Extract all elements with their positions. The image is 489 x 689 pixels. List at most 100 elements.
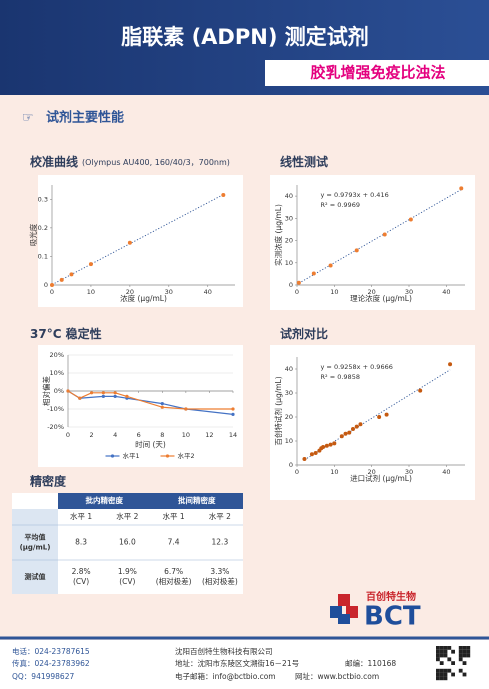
subtitle-strip	[265, 60, 489, 86]
legend-label: 水平2	[178, 451, 195, 460]
y-tick-label: 0	[289, 461, 293, 469]
qr-cell	[436, 672, 440, 677]
y-tick-label: 30	[285, 214, 293, 222]
qr-cell	[436, 646, 440, 650]
x-tick-label: 2	[90, 431, 94, 439]
chart-subtitle: (Olympus AU400, 160/40/3，700nm)	[82, 158, 230, 167]
qr-cell	[451, 672, 455, 677]
point	[339, 434, 344, 439]
x-axis-label: 理论浓度 (μg/mL)	[350, 293, 412, 303]
table-cell: 1.9%	[118, 567, 137, 576]
qr-cell	[447, 657, 452, 662]
y-tick-label: -20%	[47, 423, 64, 431]
legend-marker	[110, 454, 115, 458]
x-axis-label: 浓度 (μg/mL)	[120, 293, 167, 303]
legend-marker	[165, 454, 170, 458]
qr-cell	[462, 646, 467, 650]
table-level: 水平 2	[209, 511, 231, 521]
point	[343, 431, 348, 436]
qr-cell	[466, 649, 471, 654]
point	[354, 424, 359, 429]
table-group: 批内精密度	[86, 495, 124, 505]
point	[351, 427, 355, 431]
qr-cell	[436, 653, 440, 658]
y-tick-label: 20	[285, 413, 293, 421]
table-level: 水平 1	[163, 511, 185, 521]
qr-cell	[458, 668, 463, 673]
x-tick-label: 40	[442, 468, 450, 476]
qr-cell	[447, 668, 452, 673]
point	[125, 394, 129, 398]
point	[321, 445, 326, 449]
chart-panel	[270, 175, 475, 310]
point	[127, 240, 132, 245]
qr-cell	[443, 646, 448, 650]
point	[382, 232, 387, 237]
x-tick-label: 30	[405, 288, 413, 296]
point	[113, 394, 117, 398]
point	[377, 415, 382, 419]
y-axis-label: 吸光度	[28, 223, 38, 246]
qr-cell	[462, 661, 467, 665]
x-axis-label: 时间 (天)	[135, 439, 166, 449]
point	[384, 412, 389, 417]
y-tick-label: 40	[285, 192, 293, 200]
chart-title-text: 37°C 稳定性	[30, 326, 102, 341]
point	[231, 407, 235, 411]
y-axis-label: 相对偏差	[41, 376, 51, 406]
point	[66, 389, 70, 393]
table-head	[58, 493, 243, 509]
qr-cell	[443, 649, 448, 654]
point	[328, 263, 333, 268]
y-tick-label: 0	[44, 281, 48, 289]
y-tick-label: -10%	[47, 405, 64, 413]
qr-cell	[439, 646, 444, 650]
y-tick-label: 10	[285, 437, 293, 445]
x-tick-label: 6	[137, 431, 141, 439]
point	[59, 277, 64, 282]
qr-cell	[439, 661, 444, 665]
point	[302, 457, 307, 461]
table-cell: (CV)	[119, 577, 135, 586]
y-tick-label: 30	[285, 389, 293, 397]
y-tick-label: 20	[285, 237, 293, 245]
qr-cell	[462, 649, 467, 654]
qr-cell	[443, 653, 448, 658]
x-tick-label: 10	[87, 288, 95, 296]
section-icon: ☞	[22, 111, 34, 126]
footer: 电话：024-23787615 传真：024-23783962 QQ：94199…	[12, 646, 396, 681]
table-cell: (CV)	[73, 577, 89, 586]
chart-title: 试剂对比	[280, 326, 328, 341]
y-tick-label: 40	[285, 365, 293, 373]
y-tick-label: 20%	[50, 351, 64, 359]
table-cell: (相对极差)	[156, 576, 192, 586]
point	[309, 452, 314, 457]
table-cell: 16.0	[119, 538, 136, 547]
qr-cell	[439, 672, 444, 677]
point	[160, 405, 164, 409]
point	[347, 430, 352, 435]
row-label: 平均值	[25, 533, 46, 542]
trendline	[298, 189, 462, 284]
chart-panel	[270, 345, 475, 500]
point	[296, 280, 301, 285]
company: 沈阳百创特生物科技有限公司	[175, 646, 273, 656]
x-tick-label: 0	[295, 468, 299, 476]
table-level: 水平 2	[116, 511, 138, 521]
chart-panel	[38, 345, 243, 467]
chart-title: 37°C 稳定性	[30, 326, 102, 341]
point	[231, 412, 235, 416]
y-tick-label: 0.1	[38, 252, 48, 260]
x-tick-label: 10	[182, 431, 190, 439]
subtitle: 胶乳增强免疫比浊法	[310, 64, 445, 82]
x-axis-label: 进口试剂 (μg/mL)	[350, 473, 412, 483]
x-tick-label: 30	[405, 468, 413, 476]
point	[184, 407, 188, 411]
x-tick-label: 0	[50, 288, 54, 296]
table-level: 水平 1	[70, 511, 92, 521]
table-cell: 12.3	[212, 538, 229, 547]
row-label: (μg/mL)	[20, 544, 51, 552]
table-cell: (相对极差)	[202, 576, 238, 586]
x-tick-label: 40	[442, 288, 450, 296]
phone: 电话：024-23787615	[12, 646, 90, 656]
